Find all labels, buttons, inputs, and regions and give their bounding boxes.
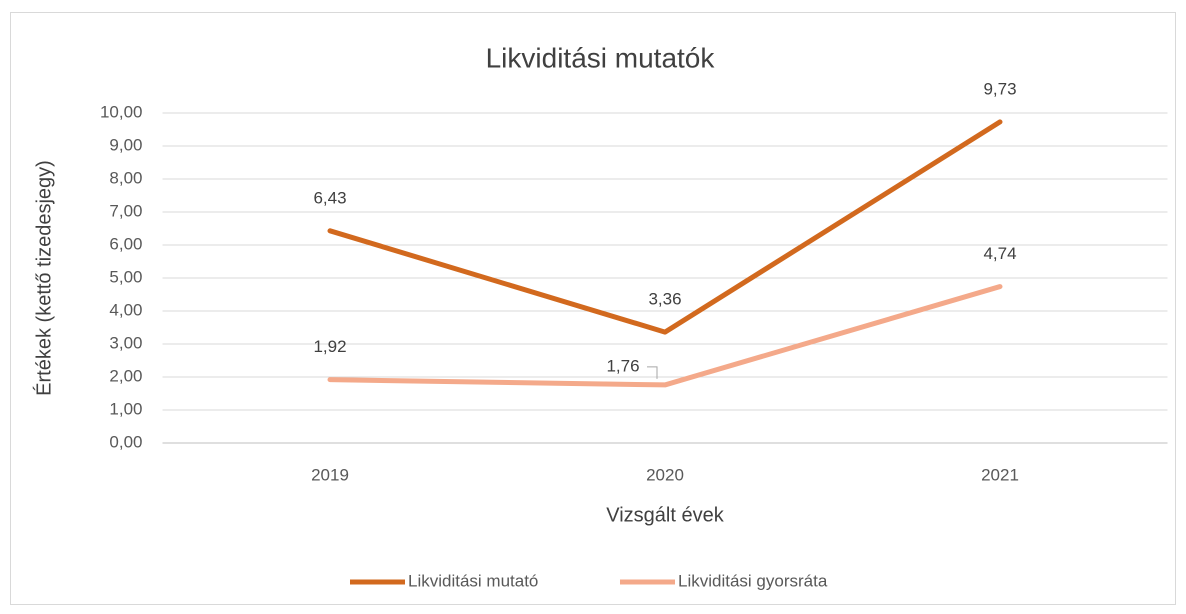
y-tick-label: 1,00 <box>109 399 142 418</box>
data-label: 9,73 <box>983 79 1016 98</box>
y-tick-label: 8,00 <box>109 168 142 187</box>
y-tick-label: 5,00 <box>109 267 142 286</box>
chart-title: Likviditási mutatók <box>486 42 716 73</box>
y-tick-label: 2,00 <box>109 366 142 385</box>
y-axis-title: Értékek (kettő tizedesjegy) <box>32 160 55 396</box>
x-tick-label: 2019 <box>311 465 349 484</box>
y-tick-label: 3,00 <box>109 333 142 352</box>
y-tick-label: 6,00 <box>109 234 142 253</box>
y-tick-label: 0,00 <box>109 432 142 451</box>
leader-line <box>647 366 658 379</box>
data-label: 1,76 <box>606 356 639 375</box>
x-axis-title: Vizsgált évek <box>606 504 724 526</box>
line-series <box>327 119 1003 335</box>
line-series <box>327 284 1003 388</box>
data-label: 4,74 <box>983 244 1016 263</box>
legend-label: Likviditási mutató <box>408 571 538 590</box>
y-tick-label: 7,00 <box>109 201 142 220</box>
data-label: 3,36 <box>648 290 681 309</box>
y-tick-label: 4,00 <box>109 300 142 319</box>
data-label: 6,43 <box>313 188 346 207</box>
y-tick-label: 10,00 <box>100 102 143 121</box>
x-tick-label: 2021 <box>981 465 1019 484</box>
data-label: 1,92 <box>313 337 346 356</box>
legend-label: Likviditási gyorsráta <box>678 571 828 590</box>
x-tick-label: 2020 <box>646 465 684 484</box>
y-tick-label: 9,00 <box>109 135 142 154</box>
